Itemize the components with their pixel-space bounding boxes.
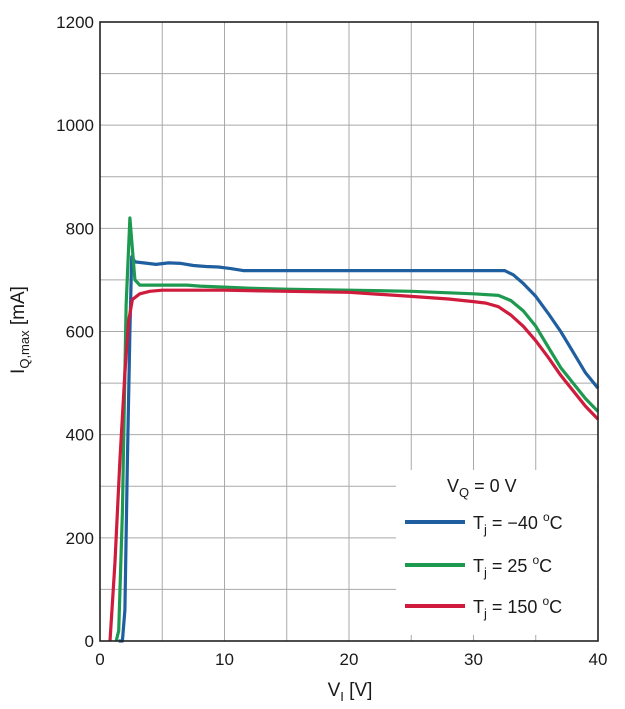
y-tick-labels: 0 200 400 600 800 1000 1200 [56, 13, 94, 651]
x-tick-labels: 0 10 20 30 40 [95, 650, 607, 669]
plot-frame [99, 21, 599, 642]
series-line-2 [114, 216, 600, 642]
legend: VQ = 0 V Tj = −40 oC Tj = 25 oC Tj = 150… [396, 470, 597, 635]
legend-label-series-3: Tj = 150 oC [473, 594, 562, 621]
y-tick-label: 0 [85, 632, 94, 651]
y-tick-label: 200 [66, 529, 94, 548]
x-tick-label: 40 [589, 650, 608, 669]
y-tick-label: 800 [66, 219, 94, 238]
y-tick-label: 1200 [56, 13, 94, 32]
legend-title: VQ = 0 V [447, 476, 517, 500]
x-axis-label: VI [V] [328, 680, 373, 704]
y-tick-label: 400 [66, 426, 94, 445]
y-tick-label: 1000 [56, 116, 94, 135]
x-tick-label: 20 [340, 650, 359, 669]
legend-label-series-2: Tj = 25 oC [473, 553, 552, 580]
x-tick-label: 30 [464, 650, 483, 669]
legend-label-series-1: Tj = −40 oC [473, 510, 563, 537]
x-tick-label: 0 [95, 650, 104, 669]
series-line-1 [118, 255, 600, 643]
x-tick-label: 10 [215, 650, 234, 669]
series-line-3 [108, 288, 600, 642]
series-layer [108, 216, 600, 643]
y-tick-label: 600 [66, 323, 94, 342]
y-axis-label: IQ,max [mA] [8, 286, 32, 374]
